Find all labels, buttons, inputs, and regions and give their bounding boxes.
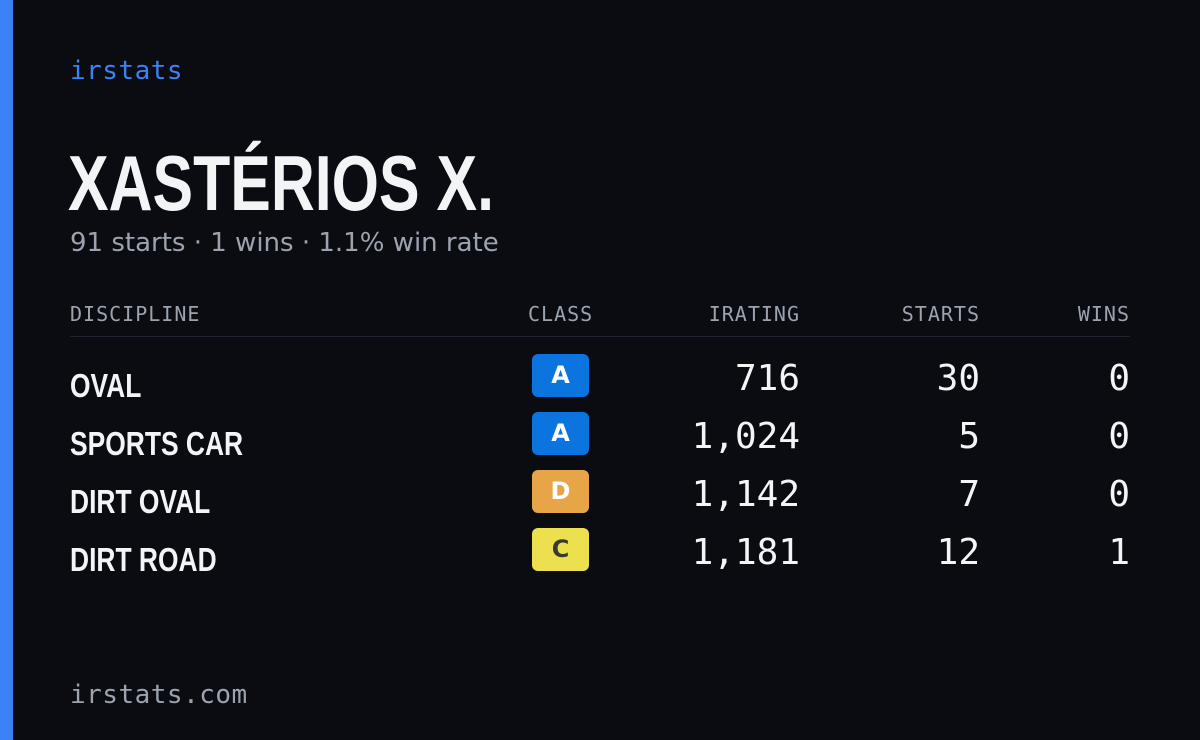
starts-value: 7: [958, 474, 980, 515]
header-discipline: DISCIPLINE: [70, 302, 201, 326]
starts-value: 30: [936, 358, 980, 399]
table-row: OVAL A 716 30 0: [0, 354, 1200, 404]
class-badge: A: [532, 412, 589, 455]
starts-value: 5: [958, 416, 980, 457]
wins-value: 0: [1108, 474, 1130, 515]
wins-value: 0: [1108, 358, 1130, 399]
footer-url[interactable]: irstats.com: [70, 680, 248, 710]
irating-value: 716: [734, 358, 800, 399]
header-starts: STARTS: [901, 302, 980, 326]
table-row: DIRT OVAL D 1,142 7 0: [0, 470, 1200, 520]
class-badge: A: [532, 354, 589, 397]
header-divider: [70, 336, 1130, 337]
driver-summary: 91 starts · 1 wins · 1.1% win rate: [70, 228, 499, 258]
discipline-name: SPORTS CAR: [70, 425, 244, 462]
wins-value: 1: [1108, 532, 1130, 573]
discipline-name: OVAL: [70, 367, 142, 404]
driver-name: XASTÉRIOS X.: [68, 139, 494, 227]
table-row: SPORTS CAR A 1,024 5 0: [0, 412, 1200, 462]
discipline-name: DIRT ROAD: [70, 541, 217, 578]
class-badge: D: [532, 470, 589, 513]
starts-value: 12: [936, 532, 980, 573]
brand-logo: irstats: [70, 56, 184, 86]
header-class: CLASS: [528, 302, 594, 326]
header-irating: IRATING: [708, 302, 800, 326]
irating-value: 1,024: [691, 416, 800, 457]
table-row: DIRT ROAD C 1,181 12 1: [0, 528, 1200, 578]
header-wins: WINS: [1077, 302, 1130, 326]
irating-value: 1,181: [691, 532, 800, 573]
wins-value: 0: [1108, 416, 1130, 457]
discipline-name: DIRT OVAL: [70, 483, 211, 520]
irating-value: 1,142: [691, 474, 800, 515]
class-badge: C: [532, 528, 589, 571]
accent-bar: [0, 0, 13, 740]
